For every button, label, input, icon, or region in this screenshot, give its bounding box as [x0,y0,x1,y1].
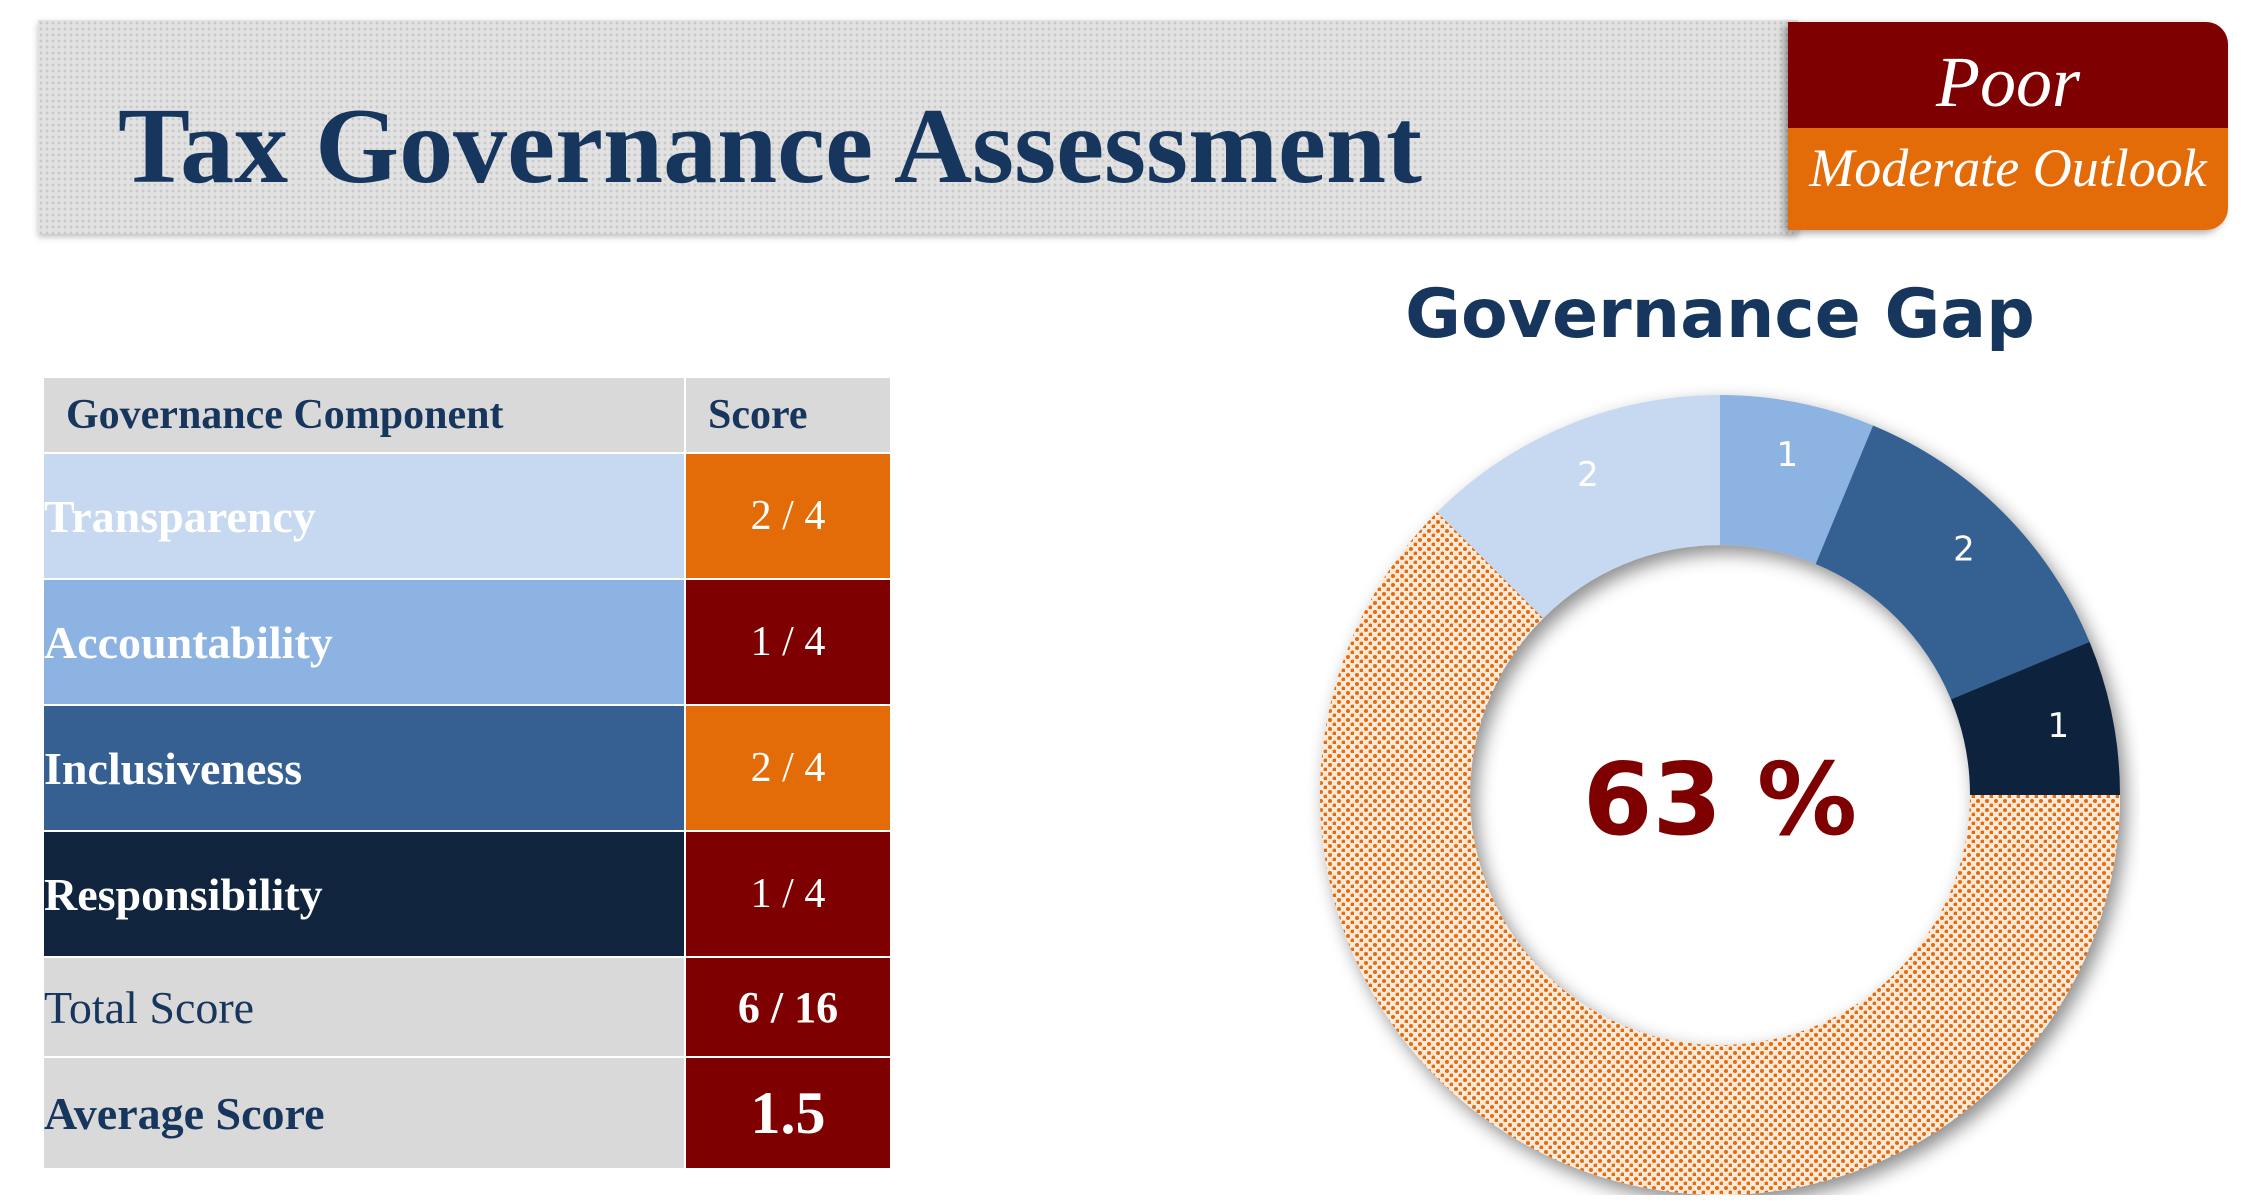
component-transparency: Transparency [42,452,686,580]
donut-slice [1720,395,1874,565]
title-banner: Tax Governance Assessment [38,20,1798,234]
table-row-inclusiveness: Inclusiveness 2 / 4 [42,704,892,832]
score-responsibility: 1 / 4 [684,830,892,958]
slice-label: 1 [2048,706,2070,746]
table-row-responsibility: Responsibility 1 / 4 [42,830,892,958]
rating-badge: Poor Moderate Outlook [1788,22,2228,230]
score-table: Governance Component Score Transparency … [42,376,892,1170]
average-row: Average Score 1.5 [42,1056,892,1170]
rating-label: Poor [1788,22,2228,128]
slice-label: 1 [1776,435,1798,475]
average-score-value: 1.5 [684,1056,892,1170]
component-responsibility: Responsibility [42,830,686,958]
average-score-label: Average Score [42,1056,686,1170]
donut-slice [1950,641,2120,795]
total-score-label: Total Score [42,956,686,1058]
donut-chart: 1 2 1 2 [1320,395,2120,1195]
score-inclusiveness: 2 / 4 [684,704,892,832]
header-component: Governance Component [42,376,686,454]
table-header-row: Governance Component Score [42,376,892,454]
page-title: Tax Governance Assessment [118,87,1423,206]
donut-slice [1815,425,2090,700]
component-accountability: Accountability [42,578,686,706]
slice-label: 2 [1577,455,1599,495]
outlook-label: Moderate Outlook [1788,128,2228,230]
donut-slice [1320,512,2120,1195]
header-score: Score [684,376,892,454]
score-accountability: 1 / 4 [684,578,892,706]
center-percentage: 63 % [1582,741,1858,858]
score-transparency: 2 / 4 [684,452,892,580]
donut-slice [1437,395,1720,619]
chart-title: Governance Gap [1405,275,2035,354]
slice-label: 2 [1953,530,1975,570]
total-row: Total Score 6 / 16 [42,956,892,1058]
total-score-value: 6 / 16 [684,956,892,1058]
component-inclusiveness: Inclusiveness [42,704,686,832]
table-row-accountability: Accountability 1 / 4 [42,578,892,706]
table-row-transparency: Transparency 2 / 4 [42,452,892,580]
